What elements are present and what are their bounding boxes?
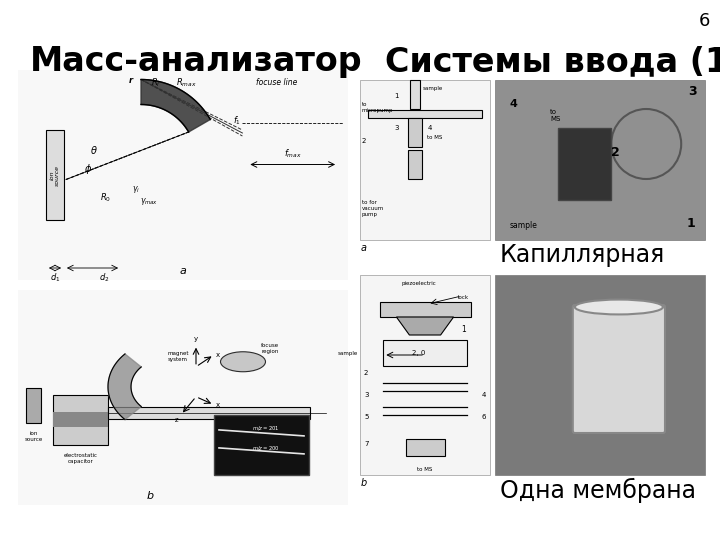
Text: $d_2$: $d_2$	[99, 271, 109, 284]
Bar	[408, 118, 422, 147]
Bar	[558, 128, 611, 200]
Text: 2: 2	[364, 370, 369, 376]
Text: 5: 5	[364, 414, 369, 420]
Bar	[18, 290, 348, 505]
Text: lock: lock	[457, 295, 469, 300]
Text: to
MS: to MS	[550, 109, 560, 122]
Bar	[368, 110, 482, 118]
Text: Одна мембрана: Одна мембрана	[500, 478, 696, 503]
Text: $f_1$: $f_1$	[233, 114, 241, 127]
Text: $\theta$: $\theta$	[90, 144, 98, 156]
Text: ion
source: ion source	[24, 431, 42, 442]
Text: 6: 6	[698, 12, 710, 30]
Text: 4: 4	[428, 125, 432, 131]
Polygon shape	[108, 354, 141, 420]
Text: a: a	[361, 243, 367, 253]
Bar	[408, 151, 422, 179]
Text: to MS: to MS	[418, 467, 433, 472]
Text: 2: 2	[611, 145, 619, 159]
Ellipse shape	[220, 352, 266, 372]
Text: z: z	[174, 417, 178, 423]
Text: 2, 0: 2, 0	[412, 350, 426, 356]
Text: y: y	[194, 336, 198, 342]
Text: 3: 3	[688, 85, 697, 98]
Text: 4: 4	[510, 99, 518, 109]
Polygon shape	[141, 79, 210, 132]
Text: electrostatic
capacitor: electrostatic capacitor	[63, 453, 97, 464]
Polygon shape	[397, 317, 454, 335]
Text: b: b	[146, 491, 153, 501]
Text: Системы ввода (1): Системы ввода (1)	[385, 45, 720, 78]
Text: 3: 3	[364, 392, 369, 398]
Bar	[26, 388, 41, 423]
Text: piezoelectric: piezoelectric	[401, 281, 436, 286]
Bar	[46, 130, 64, 220]
FancyBboxPatch shape	[573, 305, 665, 433]
Text: sample: sample	[338, 352, 358, 356]
Text: $R_{max}$: $R_{max}$	[176, 76, 197, 89]
Text: to MS: to MS	[426, 135, 442, 140]
Bar	[379, 302, 470, 317]
Bar	[108, 407, 310, 418]
Text: to for
vacuum
pump: to for vacuum pump	[362, 200, 384, 217]
Text: $R_0$: $R_0$	[100, 191, 112, 204]
Text: $\phi$: $\phi$	[84, 163, 92, 177]
Bar	[495, 275, 705, 475]
Text: sample: sample	[510, 221, 538, 230]
Text: sample: sample	[423, 86, 443, 91]
Text: $m/z = 200$: $m/z = 200$	[253, 444, 280, 451]
Text: 6: 6	[482, 414, 486, 420]
Text: $\gamma_{max}$: $\gamma_{max}$	[140, 196, 158, 207]
Text: magnet
system: magnet system	[167, 351, 189, 362]
Text: to
micropump: to micropump	[362, 103, 394, 113]
Text: 2: 2	[362, 138, 366, 144]
Text: $f_{max}$: $f_{max}$	[284, 148, 302, 160]
Ellipse shape	[575, 300, 663, 314]
Text: $\gamma_i$: $\gamma_i$	[132, 184, 140, 195]
Text: $m/z = 201$: $m/z = 201$	[253, 424, 280, 432]
Text: 3: 3	[395, 125, 399, 131]
Bar	[410, 80, 420, 109]
Bar	[53, 413, 108, 427]
Bar	[495, 80, 705, 240]
Text: Масс-анализатор: Масс-анализатор	[30, 45, 363, 78]
Text: focuse line: focuse line	[256, 78, 297, 87]
Text: x: x	[216, 402, 220, 408]
Text: ion
source: ion source	[50, 165, 60, 186]
Text: Капиллярная: Капиллярная	[500, 243, 665, 267]
Text: 4: 4	[482, 392, 486, 398]
Bar	[53, 395, 108, 445]
Bar	[360, 80, 490, 240]
Text: a: a	[179, 266, 186, 276]
Text: 1: 1	[462, 325, 466, 334]
Text: $d_1$: $d_1$	[50, 271, 60, 284]
Text: 7: 7	[364, 441, 369, 447]
Text: focuse
region: focuse region	[261, 343, 279, 354]
Text: 1: 1	[686, 217, 695, 230]
Bar	[405, 439, 444, 456]
Text: r: r	[129, 76, 133, 85]
Bar	[360, 275, 490, 475]
Text: $R_i$: $R_i$	[151, 76, 161, 89]
Bar	[383, 340, 467, 366]
Bar	[214, 415, 309, 475]
Bar	[18, 70, 348, 280]
Text: b: b	[361, 478, 367, 488]
Text: 1: 1	[394, 93, 399, 99]
Text: x: x	[216, 352, 220, 357]
